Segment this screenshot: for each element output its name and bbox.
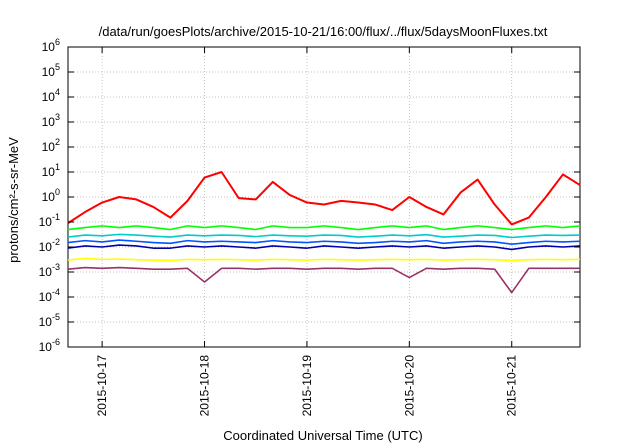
y-tick-label: 102 [42,137,60,154]
series-line-4 [67,239,581,245]
chart-title: /data/run/goesPlots/archive/2015-10-21/1… [99,24,548,39]
y-tick-exponent: 3 [55,112,60,122]
x-axis-label: Coordinated Universal Time (UTC) [223,428,422,443]
y-tick-label: 101 [42,162,60,179]
y-tick-label: 104 [42,87,60,104]
y-tick-exponent: 0 [55,187,60,197]
y-tick-exponent: 1 [55,162,60,172]
y-tick-base: 10 [39,240,53,254]
y-tick-exponent: 6 [55,37,60,47]
y-tick-label: 103 [42,112,60,129]
y-axis-label: protons/cm²-s-sr-MeV [6,137,21,263]
y-tick-base: 10 [42,40,56,54]
y-tick-exponent: 5 [55,62,60,72]
x-tick-label: 2015-10-20 [402,355,416,417]
x-tick-label: 2015-10-21 [505,355,519,417]
y-tick-base: 10 [42,140,56,154]
series-group [67,171,581,294]
y-tick-exponent: -3 [52,262,60,272]
y-tick-exponent: -6 [52,337,60,347]
x-tick-label: 2015-10-18 [198,355,212,417]
y-tick-base: 10 [42,90,56,104]
y-tick-exponent: -2 [52,237,60,247]
y-tick-label: 10-2 [39,237,60,254]
series-line-2 [67,225,581,231]
y-tick-base: 10 [39,265,53,279]
y-tick-label: 10-4 [39,287,60,304]
series-line-3 [67,233,581,239]
y-tick-base: 10 [39,315,53,329]
y-tick-label: 105 [42,62,60,79]
y-tick-exponent: 2 [55,137,60,147]
y-tick-label: 10-3 [39,262,60,279]
y-tick-exponent: 4 [55,87,60,97]
y-tick-exponent: -4 [52,287,60,297]
y-tick-label: 10-1 [39,212,60,229]
y-tick-base: 10 [39,290,53,304]
y-tick-label: 106 [42,37,60,54]
series-line-6 [67,257,581,262]
y-tick-exponent: -1 [52,212,60,222]
y-axis: 10-610-510-410-310-210-11001011021031041… [39,37,580,354]
x-tick-label: 2015-10-19 [300,355,314,417]
series-line-5 [67,244,581,251]
x-tick-label: 2015-10-17 [95,355,109,417]
y-tick-base: 10 [42,165,56,179]
y-tick-base: 10 [42,115,56,129]
y-tick-base: 10 [42,65,56,79]
y-tick-base: 10 [39,215,53,229]
y-tick-label: 10-6 [39,337,60,354]
series-line-7 [67,266,580,294]
grid-lines [68,47,580,347]
y-tick-exponent: -5 [52,312,60,322]
y-tick-label: 10-5 [39,312,60,329]
x-axis: 2015-10-17 2015-10-18 2015-10-19 2015-10-20… [95,47,519,416]
y-tick-base: 10 [42,190,56,204]
y-tick-base: 10 [39,340,53,354]
y-tick-label: 100 [42,187,60,204]
series-line-1 [67,171,581,226]
